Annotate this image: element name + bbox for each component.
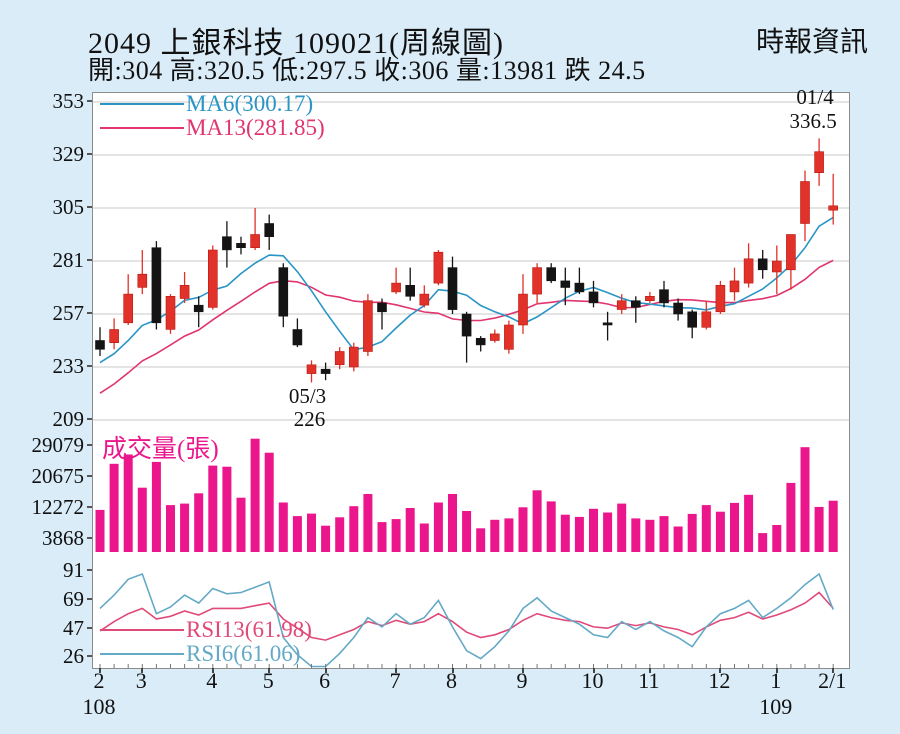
axis-tick bbox=[87, 152, 92, 155]
axis-tick bbox=[87, 506, 92, 509]
month-label: 12 bbox=[708, 668, 731, 693]
month-tick bbox=[141, 668, 144, 673]
axis-tick bbox=[87, 444, 92, 447]
axis-tick bbox=[87, 598, 92, 601]
low-annotation-value: 226 bbox=[293, 407, 326, 432]
rsi-ytick-label: 91 bbox=[63, 558, 84, 582]
month-label: 9 bbox=[516, 668, 528, 693]
axis-tick bbox=[87, 655, 92, 657]
year-label: 109 bbox=[759, 694, 793, 719]
price-ytick-label: 281 bbox=[52, 247, 85, 272]
axis-tick bbox=[87, 364, 92, 367]
axis-tick bbox=[87, 205, 92, 208]
ma13-line-swatch bbox=[100, 127, 184, 129]
high-annotation-value: 336.5 bbox=[789, 109, 837, 133]
month-tick bbox=[522, 668, 524, 673]
volume-ytick-label: 20675 bbox=[31, 464, 85, 489]
low-annotation-date: 05/3 bbox=[288, 384, 327, 409]
axis-tick bbox=[87, 537, 92, 540]
year-label: 108 bbox=[82, 694, 116, 719]
month-label: 8 bbox=[446, 668, 457, 693]
price-ytick-label: 233 bbox=[52, 353, 85, 378]
month-label: 11 bbox=[638, 668, 660, 693]
rsi-chart bbox=[99, 572, 834, 668]
ma6-line-swatch bbox=[100, 103, 184, 105]
candlestick-chart bbox=[93, 101, 849, 421]
volume-ytick-label: 3868 bbox=[42, 526, 84, 551]
ma13-legend: MA13(281.85) bbox=[100, 116, 325, 140]
rsi13-legend: RSI13(61.98) bbox=[100, 618, 312, 642]
price-ytick-label: 353 bbox=[52, 89, 85, 113]
rsi-ytick-label: 47 bbox=[63, 616, 84, 641]
candlestick-pane bbox=[92, 92, 850, 435]
month-tick bbox=[395, 668, 398, 673]
price-ytick-label: 329 bbox=[52, 141, 85, 166]
price-ytick-label: 209 bbox=[52, 406, 85, 431]
month-label: 2/1 bbox=[818, 668, 847, 693]
month-label: 2 bbox=[93, 668, 105, 693]
month-tick bbox=[211, 668, 214, 673]
price-ytick-label: 257 bbox=[52, 300, 85, 325]
source-label: 時報資訊 bbox=[755, 27, 868, 58]
ma6-legend-label: MA6(300.17) bbox=[186, 91, 314, 116]
month-tick bbox=[648, 668, 651, 673]
volume-title: 成交量(張) bbox=[102, 436, 219, 463]
page-title: 2049 上銀科技 109021(周線圖) bbox=[88, 27, 504, 60]
volume-pane bbox=[92, 433, 850, 553]
rsi6-legend: RSI6(61.06) bbox=[100, 642, 300, 666]
month-label: 7 bbox=[389, 668, 401, 693]
month-tick bbox=[324, 668, 327, 673]
month-tick bbox=[99, 668, 101, 673]
ohlc-stats-line: 開:304 高:320.5 低:297.5 收:306 量:13981 跌 24… bbox=[88, 56, 646, 85]
rsi-ytick-label: 26 bbox=[63, 644, 84, 668]
price-ytick-label: 305 bbox=[52, 194, 85, 219]
month-label: 3 bbox=[135, 668, 147, 693]
axis-tick bbox=[87, 311, 92, 314]
rsi13-line-swatch bbox=[100, 629, 184, 631]
axis-tick bbox=[87, 569, 92, 571]
month-label: 5 bbox=[262, 668, 274, 693]
month-label: 10 bbox=[581, 668, 604, 693]
month-label: 4 bbox=[206, 668, 218, 693]
rsi-ytick-label: 69 bbox=[63, 587, 84, 612]
month-tick bbox=[451, 668, 454, 673]
ma6-legend: MA6(300.17) bbox=[100, 92, 313, 116]
month-label: 6 bbox=[319, 668, 331, 693]
month-tick bbox=[719, 668, 722, 673]
volume-chart bbox=[95, 438, 838, 552]
month-tick bbox=[832, 668, 835, 673]
high-annotation-date: 01/4 bbox=[796, 85, 834, 109]
volume-ytick-label: 29079 bbox=[31, 433, 85, 458]
axis-tick bbox=[87, 475, 92, 478]
rsi6-legend-label: RSI6(61.06) bbox=[186, 641, 301, 666]
axis-tick bbox=[87, 417, 92, 420]
rsi6-line-swatch bbox=[100, 653, 184, 655]
axis-tick bbox=[87, 100, 92, 102]
month-tick bbox=[775, 668, 778, 673]
month-tick bbox=[592, 668, 595, 673]
rsi-pane bbox=[92, 552, 850, 669]
axis-tick bbox=[87, 258, 92, 261]
ma13-legend-label: MA13(281.85) bbox=[186, 115, 325, 140]
month-label: 1 bbox=[770, 668, 782, 693]
month-tick bbox=[268, 668, 271, 673]
axis-tick bbox=[87, 627, 92, 630]
volume-ytick-label: 12272 bbox=[31, 495, 85, 520]
rsi13-legend-label: RSI13(61.98) bbox=[186, 617, 312, 642]
